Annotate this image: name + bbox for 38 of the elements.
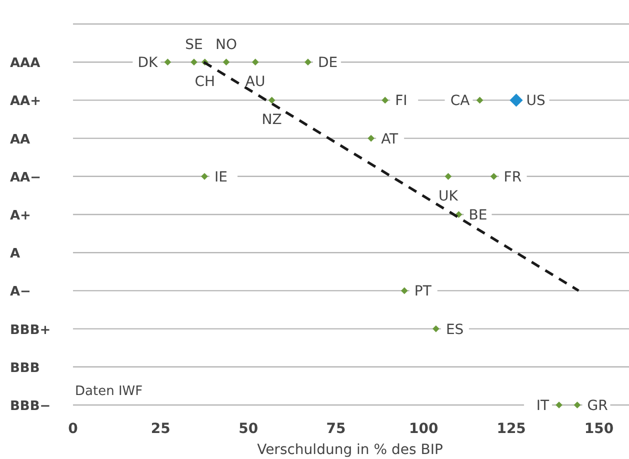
x-tick-label: 150 — [584, 421, 614, 437]
x-axis-title: Verschuldung in % des BIP — [257, 442, 443, 458]
annotation: US — [526, 93, 546, 110]
annotation: UK — [438, 188, 459, 204]
y-tick-label: BBB− — [10, 399, 51, 414]
annotation: AT — [381, 131, 399, 148]
y-tick-label: AA− — [10, 170, 42, 186]
y-tick-label: AA+ — [10, 94, 42, 110]
y-tick-label: AA — [10, 132, 30, 148]
y-tick-label: A — [10, 246, 20, 262]
annotation: DE — [318, 55, 338, 72]
annotation: CH — [194, 74, 216, 90]
annotation: CA — [450, 93, 470, 110]
annotation: AU — [245, 74, 266, 90]
y-tick-label: AAA — [10, 56, 40, 72]
annotation: PT — [414, 284, 432, 300]
y-tick-label: BBB+ — [10, 322, 51, 338]
y-tick-label: A− — [10, 284, 31, 300]
annotation: IE — [214, 169, 228, 186]
x-tick-label: 25 — [150, 421, 170, 437]
x-tick-label: 125 — [496, 421, 526, 437]
x-tick-label: 75 — [326, 421, 346, 437]
annotation: FR — [504, 169, 522, 186]
annotation: GR — [587, 398, 608, 414]
x-tick-label: 0 — [68, 421, 78, 437]
x-tick-label: 50 — [238, 421, 258, 437]
y-tick-label: BBB — [10, 360, 40, 376]
annotation: BE — [468, 208, 488, 224]
annotation: FI — [395, 93, 408, 110]
annotation: NO — [215, 37, 237, 54]
annotation: SE — [185, 37, 203, 54]
annotation: Daten IWF — [75, 384, 143, 399]
x-tick-label: 100 — [409, 421, 439, 437]
y-tick-label: A+ — [10, 208, 31, 224]
annotation: NZ — [262, 112, 282, 128]
annotation: DK — [138, 55, 158, 72]
annotation: IT — [536, 398, 550, 414]
annotation: ES — [446, 322, 464, 338]
